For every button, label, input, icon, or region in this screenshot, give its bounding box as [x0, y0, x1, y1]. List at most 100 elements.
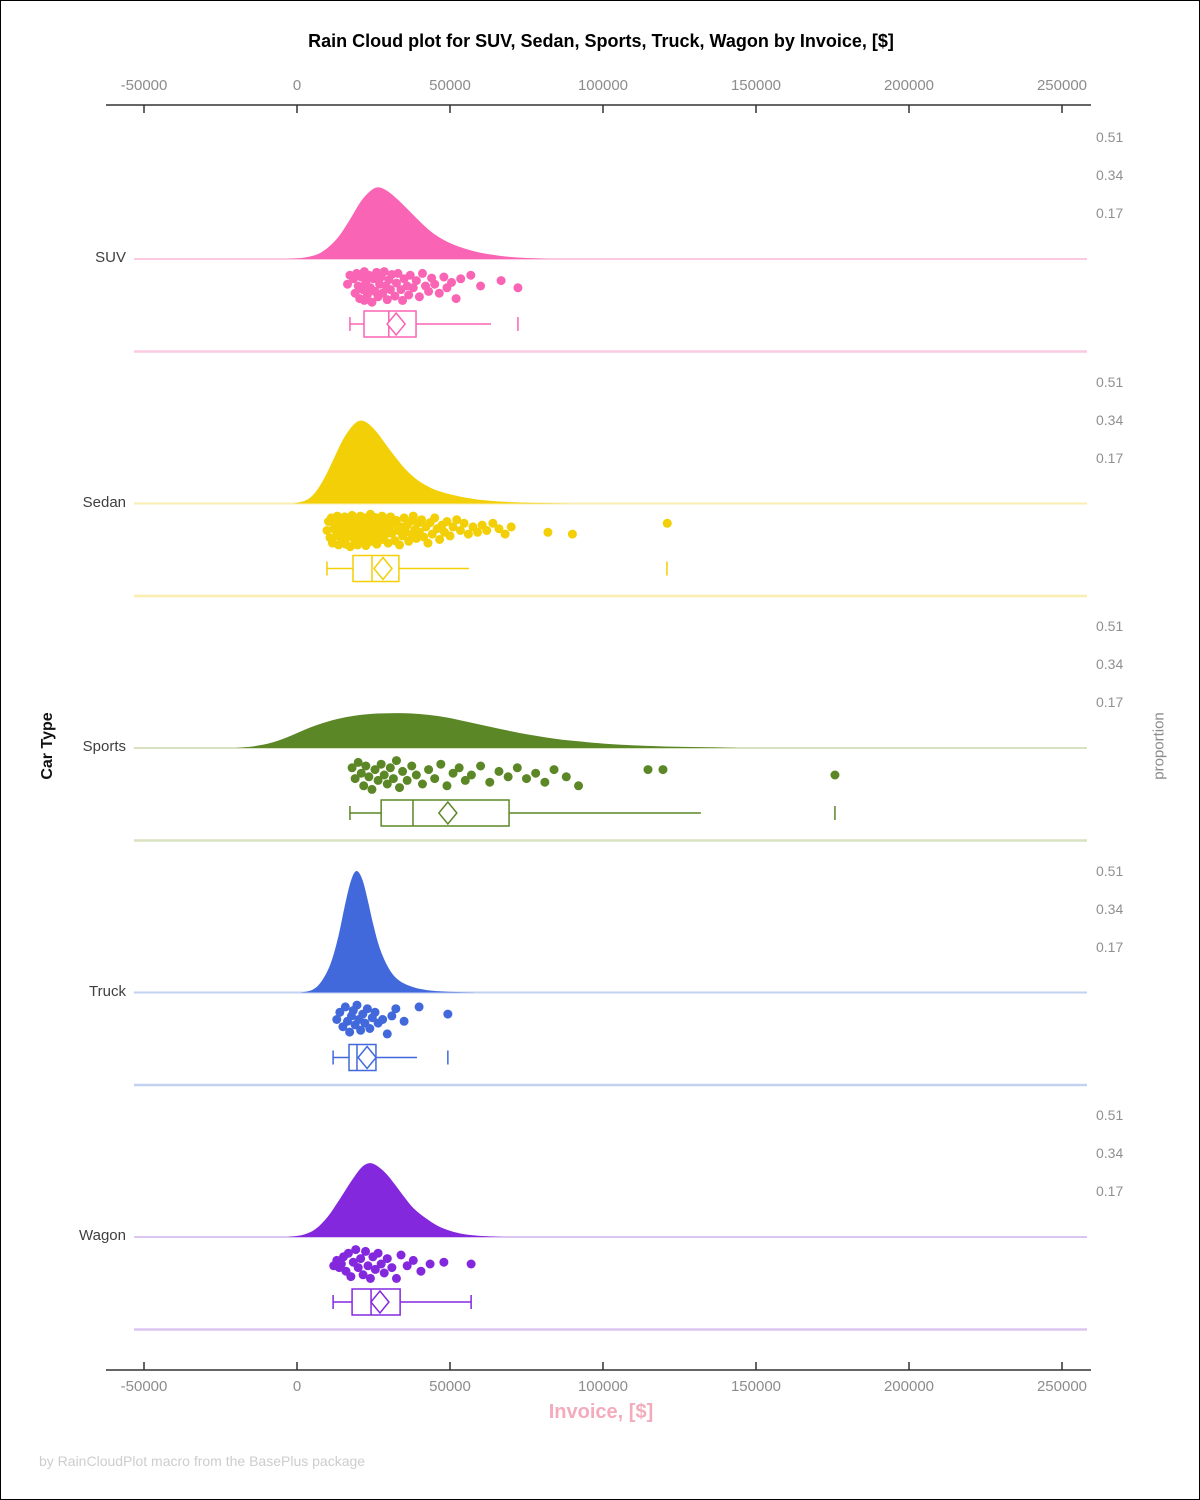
rain-point-sedan [417, 515, 427, 525]
x-tick-label-top: 250000 [1036, 77, 1088, 94]
rain-point-sports [385, 763, 395, 773]
rain-point-sports [407, 761, 417, 771]
rain-point-sedan [452, 515, 462, 525]
rain-point-sedan [448, 522, 458, 532]
rain-point-wagon [391, 1273, 401, 1283]
rain-point-truck [365, 1024, 375, 1033]
rain-point-wagon [402, 1261, 412, 1271]
rain-point-sports [460, 775, 470, 785]
attribution-note: by RainCloudPlot macro from the BasePlus… [39, 1453, 366, 1469]
rain-point-sedan [662, 518, 672, 528]
rain-point-sports [373, 775, 383, 785]
invoice-axis-label: Invoice, [$] [548, 1401, 654, 1423]
rain-point-sports [466, 770, 476, 780]
proportion-tick-label-sedan: 0.34 [1096, 411, 1124, 428]
rain-point-suv [513, 283, 523, 293]
rain-point-wagon [373, 1248, 383, 1258]
rain-point-suv [378, 288, 388, 298]
rain-point-suv [390, 291, 400, 301]
rain-point-sports [356, 768, 366, 778]
rain-point-suv [362, 290, 372, 300]
proportion-tick-label-sports: 0.51 [1096, 618, 1124, 634]
rain-point-sedan [445, 531, 455, 541]
rain-point-sports [376, 759, 386, 769]
rain-point-sedan [463, 529, 473, 539]
rain-point-truck [352, 1000, 362, 1010]
rain-point-suv [385, 285, 395, 295]
rain-point-sports [361, 761, 371, 771]
proportion-tick-label-sedan: 0.17 [1096, 449, 1124, 466]
proportion-tick-label-sedan: 0.51 [1096, 373, 1124, 390]
rain-point-wagon [353, 1263, 363, 1273]
rain-point-wagon [425, 1259, 435, 1269]
rain-point-sports [402, 775, 412, 785]
rain-point-suv [439, 272, 449, 282]
rain-point-suv [466, 270, 476, 280]
rain-point-truck [340, 1002, 350, 1012]
rain-point-wagon [376, 1259, 386, 1269]
rain-point-sports [395, 783, 405, 793]
rain-point-truck [414, 1002, 424, 1012]
rain-point-sedan [543, 527, 553, 537]
rain-point-sedan [459, 518, 469, 528]
rain-point-suv [456, 274, 466, 284]
rain-point-wagon [361, 1246, 371, 1256]
x-tick-label-top: 150000 [730, 77, 782, 94]
rain-point-sports [512, 763, 522, 773]
density-curve-sports [235, 713, 741, 748]
rain-point-sports [350, 774, 360, 784]
rain-point-sports [364, 772, 374, 782]
rain-point-truck [362, 1004, 372, 1014]
rain-point-sedan [435, 535, 445, 544]
rain-point-sports [398, 766, 408, 776]
rain-point-suv [424, 286, 434, 296]
density-curve-truck [300, 870, 475, 993]
rain-point-sports [382, 779, 392, 789]
x-tick-label-bottom: 250000 [1036, 1378, 1088, 1395]
proportion-tick-label-wagon: 0.34 [1096, 1145, 1124, 1161]
rain-point-suv [393, 268, 403, 278]
mean-diamond-suv [386, 311, 407, 337]
rain-point-sedan [372, 539, 382, 549]
proportion-tick-label-sports: 0.34 [1096, 656, 1124, 672]
rain-point-suv [417, 268, 427, 278]
rain-point-wagon [379, 1268, 389, 1278]
rain-point-wagon [336, 1259, 346, 1269]
rain-point-suv [405, 270, 415, 280]
rain-point-truck [443, 1009, 453, 1019]
rain-point-wagon [416, 1266, 426, 1276]
rain-point-sports [448, 768, 458, 778]
rain-point-sedan [500, 529, 510, 539]
mean-diamond-wagon [369, 1289, 390, 1315]
rain-point-truck [391, 1004, 401, 1014]
rain-point-suv [451, 294, 461, 304]
rain-point-suv [476, 281, 486, 291]
rain-point-wagon [396, 1250, 406, 1260]
rain-point-sedan [404, 536, 414, 546]
rain-point-truck [387, 1011, 397, 1021]
rain-point-sports [379, 770, 389, 780]
rain-point-sports [411, 770, 421, 780]
rain-point-suv [379, 267, 389, 277]
rain-point-sedan [395, 540, 405, 550]
rain-point-sports [353, 757, 363, 767]
rain-point-sports [388, 774, 398, 784]
rain-point-sports [436, 759, 446, 769]
rain-point-wagon [363, 1261, 373, 1271]
rain-point-sedan [430, 513, 440, 523]
x-tick-label-top: 200000 [883, 77, 935, 94]
rain-point-sedan [442, 517, 452, 526]
proportion-axis-label: proportion [1150, 712, 1168, 780]
rain-point-sports [658, 765, 668, 775]
proportion-tick-label-sports: 0.17 [1096, 694, 1124, 710]
x-tick-label-bottom: 100000 [577, 1378, 629, 1395]
rain-point-sports [574, 781, 584, 791]
rain-point-sports [430, 774, 440, 784]
rain-point-sports [391, 756, 401, 766]
rain-point-wagon [351, 1245, 361, 1255]
rain-point-sports [417, 779, 427, 789]
rain-point-wagon [356, 1254, 366, 1264]
rain-point-sedan [482, 526, 492, 535]
rain-point-suv [398, 295, 408, 305]
